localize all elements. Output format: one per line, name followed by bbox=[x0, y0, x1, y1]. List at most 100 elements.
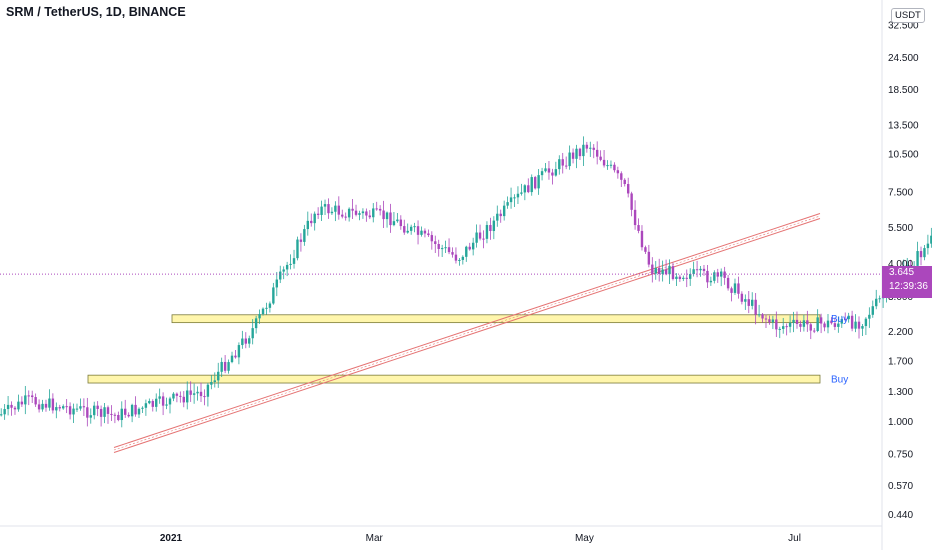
candle-body bbox=[292, 258, 296, 264]
candle-body bbox=[127, 414, 130, 417]
candle-body bbox=[179, 395, 182, 397]
candle-body bbox=[382, 210, 385, 220]
candle-body bbox=[564, 165, 568, 167]
candle-body bbox=[451, 252, 454, 255]
candle-body bbox=[668, 266, 671, 275]
candle-body bbox=[72, 408, 75, 415]
candle-body bbox=[854, 321, 857, 329]
candle-body bbox=[730, 288, 733, 293]
candle-body bbox=[354, 210, 358, 215]
candle-body bbox=[530, 177, 533, 193]
candle-body bbox=[657, 267, 661, 274]
candle-body bbox=[237, 345, 241, 358]
candle-body bbox=[303, 229, 306, 242]
candle-body bbox=[389, 212, 392, 226]
candle-body bbox=[527, 185, 530, 193]
candle-body bbox=[323, 204, 327, 207]
candle-body bbox=[165, 404, 168, 406]
candle-body bbox=[544, 168, 547, 172]
candle-body bbox=[785, 326, 788, 328]
candle-body bbox=[595, 149, 599, 157]
candle-body bbox=[585, 144, 589, 149]
candle-body bbox=[210, 381, 213, 385]
buy-zone[interactable] bbox=[171, 314, 821, 324]
candle-body bbox=[55, 407, 58, 411]
candle-body bbox=[113, 414, 117, 416]
candle-body bbox=[48, 398, 51, 408]
candle-body bbox=[737, 283, 740, 294]
candle-body bbox=[124, 408, 127, 415]
candle-body bbox=[361, 211, 365, 214]
candle-body bbox=[606, 165, 609, 167]
candle-body bbox=[775, 319, 778, 330]
candle-body bbox=[654, 267, 657, 274]
y-tick-label: 0.750 bbox=[888, 450, 913, 461]
symbol-title[interactable]: SRM / TetherUS, 1D, BINANCE bbox=[6, 5, 186, 19]
candle-body bbox=[754, 299, 757, 315]
candle-body bbox=[20, 401, 24, 405]
candle-body bbox=[551, 172, 554, 176]
candle-body bbox=[482, 238, 485, 240]
candle-body bbox=[234, 355, 237, 358]
y-tick-label: 0.440 bbox=[888, 510, 913, 521]
candle-body bbox=[375, 208, 378, 210]
candle-body bbox=[106, 407, 110, 414]
candle-body bbox=[592, 147, 595, 150]
candle-body bbox=[299, 239, 303, 242]
candle-body bbox=[461, 256, 465, 260]
y-tick-label: 2.200 bbox=[888, 327, 913, 338]
candle-body bbox=[17, 401, 20, 410]
candle-body bbox=[768, 319, 771, 323]
candle-body bbox=[265, 307, 268, 309]
candle-body bbox=[620, 173, 623, 180]
candle-body bbox=[771, 319, 775, 323]
candle-body bbox=[285, 264, 289, 270]
candle-body bbox=[227, 362, 230, 371]
candle-body bbox=[120, 408, 123, 421]
candle-body bbox=[158, 396, 161, 399]
candle-body bbox=[630, 193, 633, 210]
candle-body bbox=[261, 308, 265, 315]
candle-body bbox=[906, 265, 909, 267]
candle-body bbox=[31, 395, 34, 398]
candle-body bbox=[41, 403, 44, 410]
candle-body bbox=[6, 404, 10, 410]
y-tick-label: 13.500 bbox=[888, 121, 919, 132]
buy-zone[interactable] bbox=[87, 374, 821, 384]
candle-body bbox=[671, 266, 675, 280]
candle-body bbox=[268, 303, 272, 308]
y-tick-label: 1.000 bbox=[888, 417, 913, 428]
currency-badge[interactable]: USDT bbox=[891, 8, 925, 23]
candle-body bbox=[289, 263, 292, 265]
trend-line[interactable] bbox=[113, 213, 821, 448]
candle-body bbox=[844, 319, 847, 321]
candle-body bbox=[751, 299, 754, 306]
trend-line[interactable] bbox=[113, 218, 821, 453]
candle-body bbox=[144, 403, 148, 408]
candle-body bbox=[792, 319, 795, 323]
candle-body bbox=[589, 147, 592, 149]
candle-body bbox=[840, 319, 843, 324]
candle-body bbox=[248, 338, 251, 344]
candle-body bbox=[723, 271, 726, 278]
candle-body bbox=[275, 279, 278, 288]
price-axis: 42.500 32.500 24.500 18.500 13.500 10.500 7.50… bbox=[888, 0, 919, 521]
candle-body bbox=[864, 318, 868, 327]
candle-body bbox=[306, 220, 310, 230]
candle-body bbox=[919, 251, 923, 258]
candle-body bbox=[626, 184, 630, 194]
candle-body bbox=[199, 391, 203, 397]
candle-body bbox=[788, 322, 792, 327]
candle-body bbox=[857, 321, 861, 329]
candle-body bbox=[151, 400, 154, 407]
candle-body bbox=[334, 205, 337, 212]
candle-body bbox=[344, 216, 347, 218]
candle-body bbox=[141, 407, 144, 409]
candle-body bbox=[740, 293, 744, 302]
candle-body bbox=[347, 208, 351, 218]
y-tick-label: 32.500 bbox=[888, 21, 919, 32]
candle-body bbox=[575, 148, 578, 159]
candle-body bbox=[310, 220, 313, 224]
candle-body bbox=[533, 177, 537, 189]
